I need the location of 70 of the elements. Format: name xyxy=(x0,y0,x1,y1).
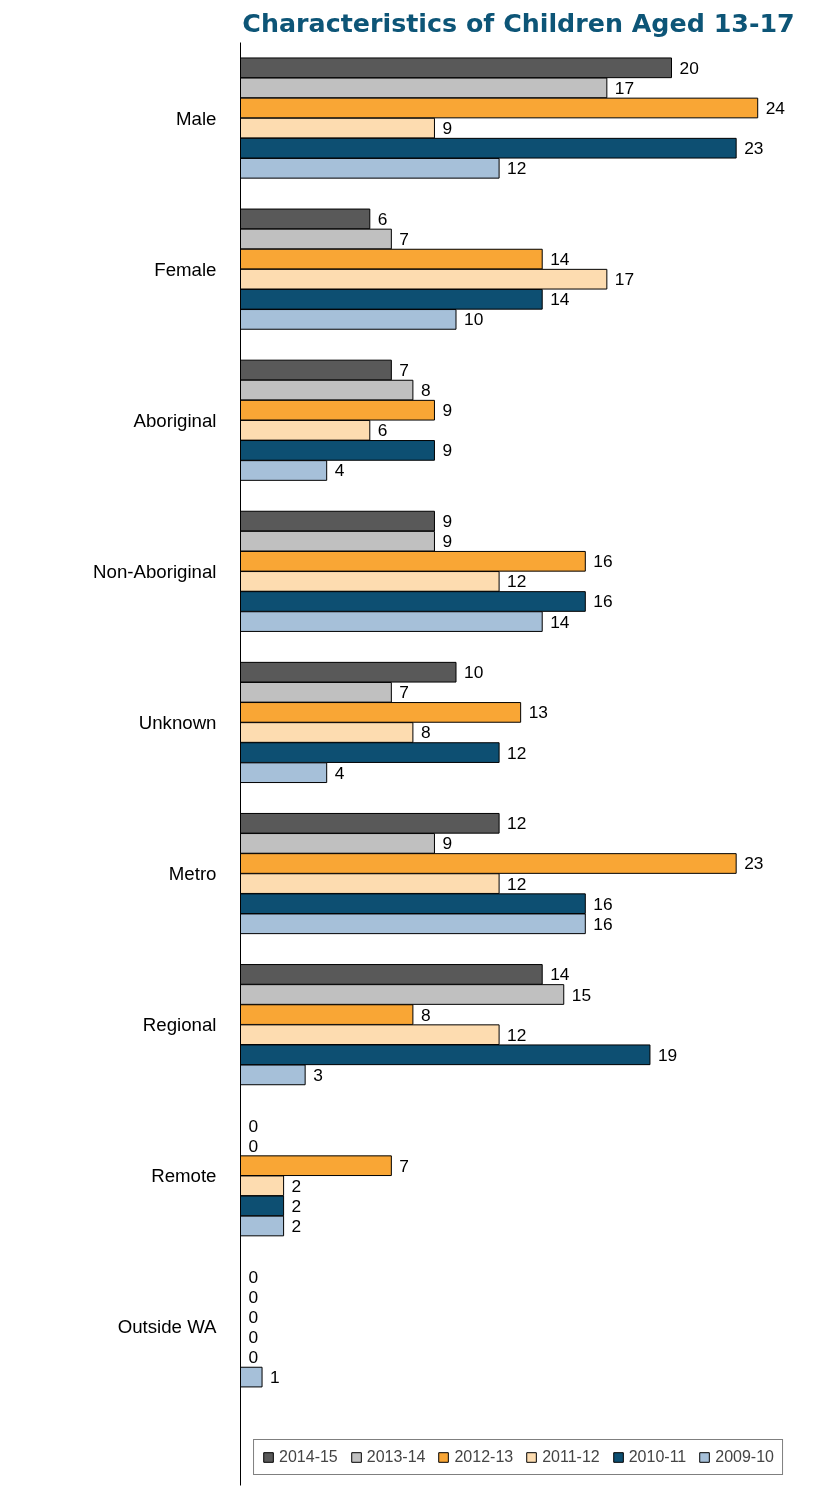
data-label: 19 xyxy=(657,1044,678,1065)
data-label: 14 xyxy=(550,289,570,310)
data-label: 8 xyxy=(420,1004,431,1025)
y-tick-label: Female xyxy=(154,258,217,280)
data-label: 20 xyxy=(679,57,699,78)
data-label: 14 xyxy=(550,611,570,632)
data-label: 9 xyxy=(442,400,453,421)
data-label: 16 xyxy=(593,551,613,572)
data-label: 12 xyxy=(507,158,527,179)
data-label: 23 xyxy=(744,853,764,874)
data-label: 7 xyxy=(399,1155,409,1176)
y-tick-label: Remote xyxy=(151,1165,217,1187)
y-tick-label: Outside WA xyxy=(117,1316,218,1338)
legend-label: 2010-11 xyxy=(628,1448,687,1466)
data-label: 10 xyxy=(464,662,484,683)
data-label: 4 xyxy=(334,460,345,481)
legend-label: 2012-13 xyxy=(454,1448,514,1466)
data-label: 0 xyxy=(248,1115,259,1136)
y-tick-label: Male xyxy=(176,107,217,129)
data-label: 17 xyxy=(614,269,635,290)
data-label: 2 xyxy=(291,1195,302,1216)
data-label: 16 xyxy=(593,913,613,934)
data-label: 12 xyxy=(507,742,527,763)
data-label: 6 xyxy=(377,420,388,441)
data-label: 7 xyxy=(399,229,409,249)
data-label: 12 xyxy=(507,571,527,592)
data-label: 0 xyxy=(248,1326,259,1347)
data-label: 13 xyxy=(528,702,548,723)
y-tick-label: Non-Aboriginal xyxy=(93,560,217,582)
data-label: 9 xyxy=(442,440,453,461)
data-label: 17 xyxy=(614,77,635,98)
data-label: 10 xyxy=(464,309,484,330)
data-label: 8 xyxy=(420,722,431,743)
legend-label: 2009-10 xyxy=(715,1448,774,1466)
data-label: 7 xyxy=(399,682,409,703)
data-label: 12 xyxy=(507,873,527,894)
data-label: 14 xyxy=(550,964,570,985)
y-tick-label: Metro xyxy=(168,863,217,885)
data-label: 7 xyxy=(399,360,409,381)
chart-title: Characteristics of Children Aged 13-17 xyxy=(242,7,795,38)
data-label: 24 xyxy=(765,98,786,118)
legend-label: 2014-15 xyxy=(279,1448,338,1466)
data-label: 0 xyxy=(248,1306,259,1327)
data-label: 9 xyxy=(442,511,453,532)
y-tick-label: Aboriginal xyxy=(133,409,217,431)
data-label: 15 xyxy=(571,984,592,1005)
data-label: 14 xyxy=(550,249,570,270)
data-label: 0 xyxy=(248,1346,259,1367)
data-label: 2 xyxy=(291,1215,302,1236)
legend-label: 2011-12 xyxy=(542,1448,600,1466)
data-label: 12 xyxy=(507,1024,527,1045)
data-label: 16 xyxy=(593,893,613,914)
data-label: 9 xyxy=(442,531,453,552)
data-label: 3 xyxy=(313,1064,323,1085)
data-label: 9 xyxy=(442,833,453,854)
data-label: 6 xyxy=(377,208,388,229)
data-label: 12 xyxy=(507,813,527,834)
data-label: 16 xyxy=(593,591,613,612)
data-label: 0 xyxy=(248,1266,259,1287)
data-label: 0 xyxy=(248,1286,259,1307)
y-tick-label: Unknown xyxy=(138,711,217,733)
data-label: 2 xyxy=(291,1175,302,1196)
legend-label: 2013-14 xyxy=(366,1448,426,1466)
data-label: 23 xyxy=(744,138,764,159)
data-label: 9 xyxy=(442,118,453,139)
data-label: 1 xyxy=(270,1367,280,1388)
data-label: 0 xyxy=(248,1135,259,1156)
data-label: 4 xyxy=(334,762,345,783)
data-label: 8 xyxy=(420,380,431,401)
y-tick-label: Regional xyxy=(142,1014,217,1036)
